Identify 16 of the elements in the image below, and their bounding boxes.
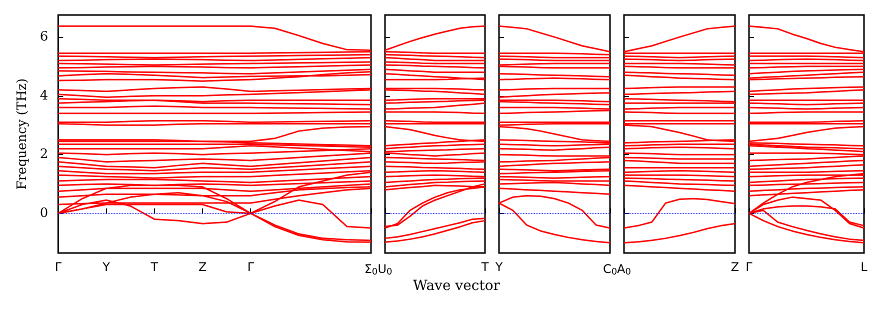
x-tick-label: Γ <box>247 260 254 274</box>
x-tick-label: Γ <box>54 260 62 274</box>
x-tick-label: Y <box>102 260 111 274</box>
y-tick-label: 0 <box>40 206 48 221</box>
x-tick-label: Z <box>198 260 207 274</box>
x-tick-label: L <box>860 260 868 274</box>
y-tick-label: 4 <box>40 88 48 104</box>
y-tick-label: 2 <box>40 147 48 162</box>
x-tick-label: T <box>150 260 159 274</box>
x-tick-label: Y <box>494 260 504 274</box>
y-axis-title: Frequency (THz) <box>15 78 30 190</box>
x-axis-title: Wave vector <box>412 278 501 294</box>
y-tick-label: 6 <box>40 30 48 45</box>
x-tick-label: Γ <box>746 260 753 274</box>
x-tick-label: T <box>480 260 490 274</box>
x-tick-label: Z <box>730 260 740 274</box>
